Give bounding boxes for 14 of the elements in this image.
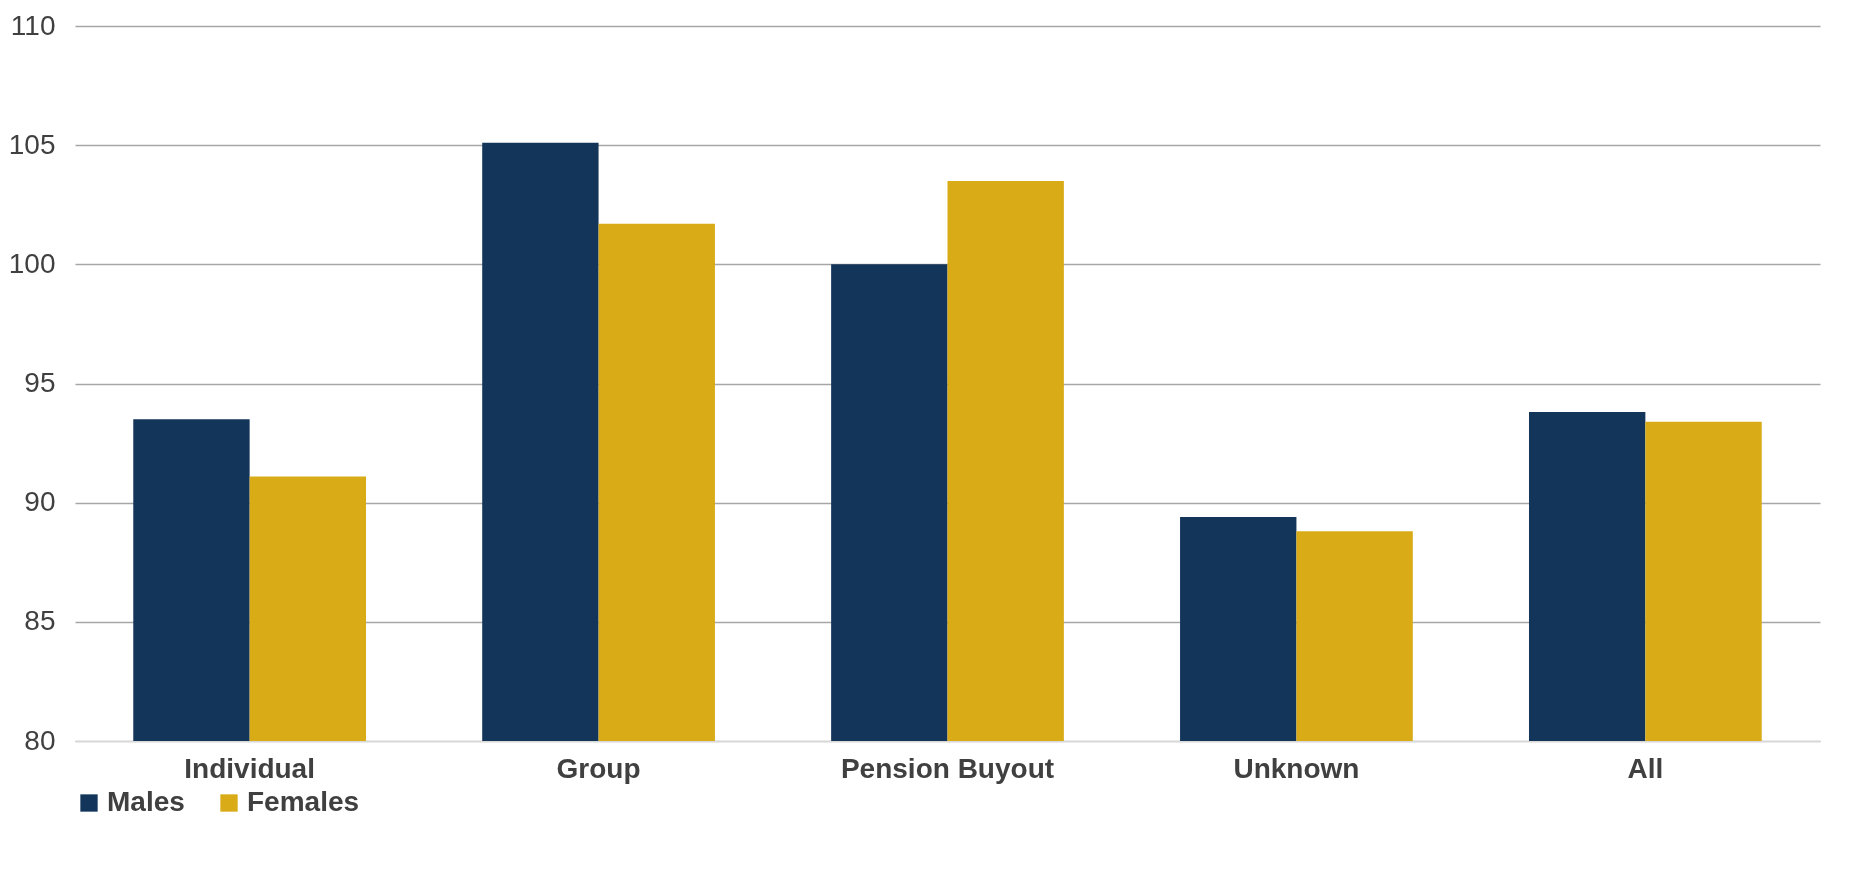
y-tick-label: 110 [10,9,56,41]
x-tick-label: Individual [184,752,315,784]
y-tick-label: 80 [24,724,56,756]
legend-label: Females [247,786,360,817]
x-tick-label: All [1627,752,1664,784]
y-tick-label: 90 [24,486,56,518]
x-tick-label: Group [556,752,641,784]
y-tick-label: 85 [24,605,56,637]
y-tick-label: 100 [8,247,56,279]
x-tick-label: Pension Buyout [840,752,1055,784]
y-tick-label: 105 [8,128,56,160]
legend-label: Males [107,786,185,817]
y-tick-label: 95 [24,367,56,398]
x-tick-label: Unknown [1233,752,1360,784]
